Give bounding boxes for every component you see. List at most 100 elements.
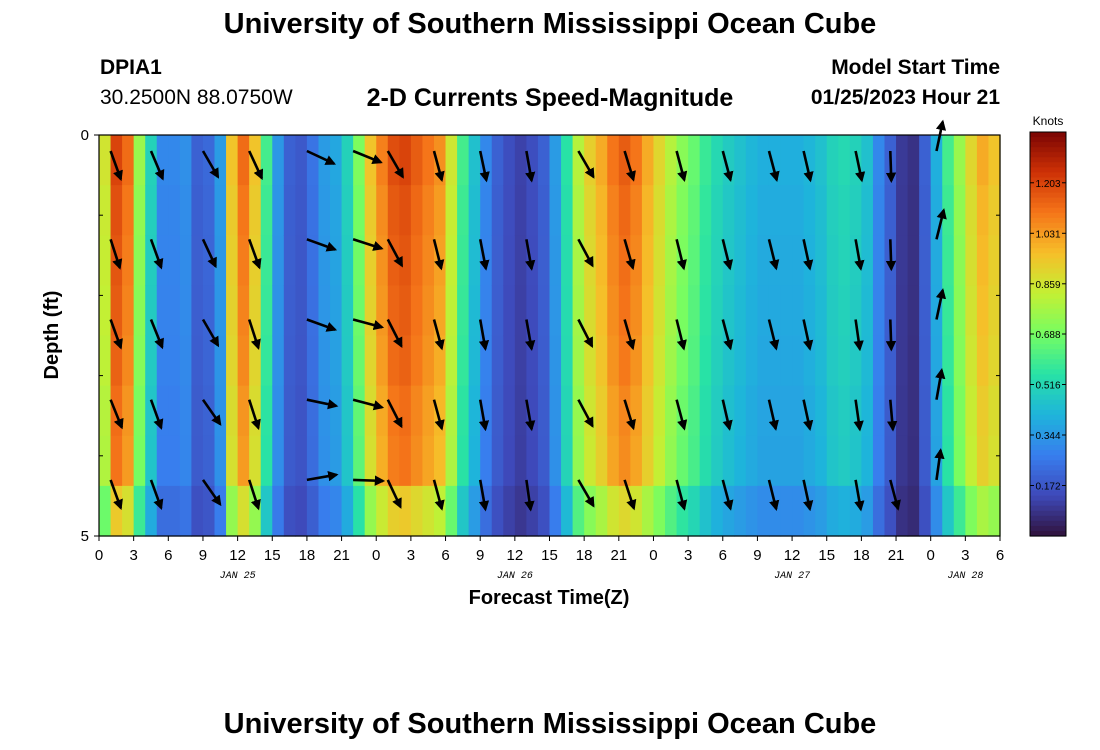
heat-cell	[214, 285, 227, 337]
x-tick-label: 0	[649, 547, 657, 564]
heat-cell	[306, 185, 320, 236]
heat-cell	[226, 285, 239, 337]
heat-cell	[849, 285, 862, 337]
station-id: DPIA1	[100, 56, 162, 79]
heat-cell	[618, 435, 631, 487]
heat-cell	[237, 285, 250, 337]
heat-cell	[907, 335, 920, 387]
heat-cell	[792, 485, 805, 537]
colorbar-segment	[1030, 298, 1066, 305]
heat-cell	[295, 335, 308, 387]
heat-cell	[503, 485, 516, 537]
heat-cell	[549, 385, 562, 437]
current-vector	[478, 479, 490, 512]
heat-cell	[699, 285, 712, 337]
heat-cell	[272, 435, 285, 487]
current-vector	[524, 479, 535, 512]
heat-cell	[422, 335, 435, 387]
heat-cell	[584, 335, 597, 387]
current-vector	[525, 399, 536, 432]
heat-cell	[99, 435, 112, 487]
current-vector	[306, 149, 336, 165]
heat-cell	[872, 285, 886, 337]
heat-cell	[168, 135, 181, 186]
heat-cell	[653, 435, 666, 487]
heat-cell	[122, 385, 135, 437]
current-vector	[721, 479, 734, 511]
heat-cell	[711, 185, 724, 236]
heat-cell	[480, 285, 493, 337]
colorbar-segment	[1030, 424, 1066, 431]
heat-cell	[757, 285, 770, 337]
x-tick-label: 0	[927, 547, 935, 564]
heat-cell	[688, 135, 701, 186]
colorbar-segment	[1030, 460, 1066, 466]
current-vector	[721, 150, 734, 183]
heat-cell	[202, 385, 216, 437]
heat-cell	[919, 185, 932, 236]
current-vector	[577, 479, 595, 508]
current-vector	[201, 479, 222, 507]
colorbar-segment	[1030, 445, 1066, 451]
heat-cell	[514, 385, 527, 437]
heat-cell	[745, 285, 759, 337]
colorbar-segment	[1030, 480, 1066, 487]
current-vector	[149, 319, 164, 350]
heat-cell	[399, 435, 412, 487]
heat-cell	[410, 285, 424, 337]
heat-cell	[445, 435, 458, 487]
heat-cell	[156, 335, 169, 387]
heat-cell	[491, 385, 504, 437]
heat-cell	[537, 435, 551, 487]
heat-cell	[503, 135, 516, 186]
heat-cell	[699, 185, 712, 236]
heat-cell	[792, 185, 805, 236]
heat-cell	[133, 335, 146, 387]
colorbar-segment	[1030, 147, 1066, 153]
x-tick-label: 3	[684, 547, 692, 564]
x-tick-label: 6	[996, 547, 1004, 564]
heat-cell	[745, 435, 759, 487]
heat-cell	[976, 135, 990, 186]
heat-cell	[318, 485, 331, 537]
colorbar-segment	[1030, 525, 1066, 532]
heat-cell	[942, 485, 955, 537]
colorbar-segment	[1030, 379, 1066, 386]
heat-cell	[191, 185, 204, 236]
heat-cell	[318, 385, 331, 437]
heat-cell	[942, 285, 955, 337]
heat-cell	[665, 185, 678, 236]
x-tick-label: 18	[576, 547, 593, 564]
current-vector	[623, 319, 636, 351]
heat-cell	[699, 135, 712, 186]
heat-cell	[861, 435, 874, 487]
colorbar-segment	[1030, 207, 1066, 214]
colorbar-segment	[1030, 530, 1066, 537]
heat-cell	[376, 485, 389, 537]
current-vector	[353, 475, 386, 486]
heat-cell	[976, 185, 990, 236]
x-tick-label: 9	[476, 547, 484, 564]
heat-cell	[942, 435, 955, 487]
heat-cell	[572, 235, 585, 286]
heat-cell	[780, 285, 793, 337]
heat-cell	[976, 335, 990, 387]
heat-cell	[364, 185, 377, 236]
heat-cell	[145, 435, 158, 487]
heat-cell	[306, 135, 320, 186]
heat-cell	[988, 135, 1001, 186]
colorbar-segment	[1030, 354, 1066, 360]
heat-cell	[122, 135, 135, 186]
colorbar-segment	[1030, 212, 1066, 219]
colorbar-segment	[1030, 374, 1066, 381]
colorbar-segment	[1030, 318, 1066, 325]
heat-cell	[272, 335, 285, 387]
heat-cell	[295, 385, 308, 437]
speed-heatmap	[99, 135, 1001, 537]
heat-cell	[99, 135, 112, 186]
heat-cell	[306, 335, 320, 387]
heat-cell	[607, 135, 620, 186]
heat-cell	[191, 285, 204, 337]
heat-cell	[422, 485, 435, 537]
current-vector	[577, 318, 594, 349]
